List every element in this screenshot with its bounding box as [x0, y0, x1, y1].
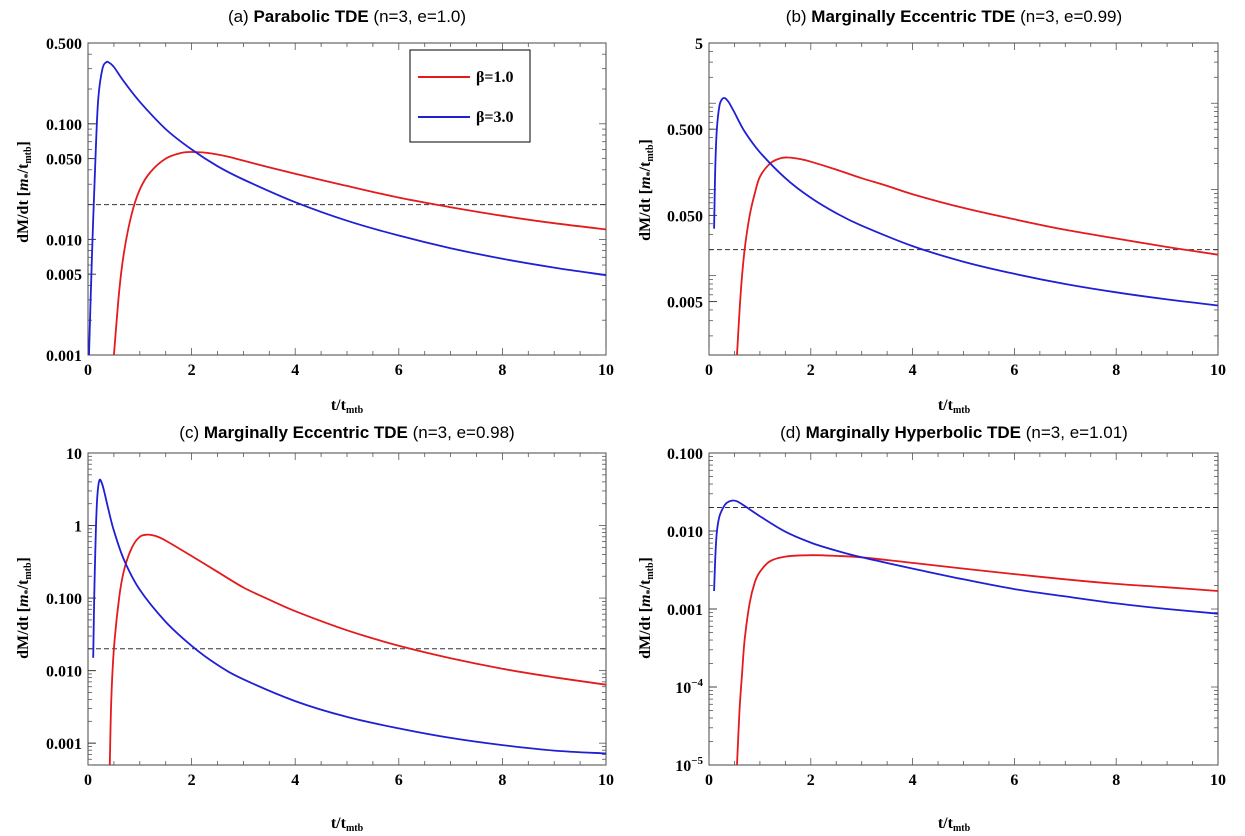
x-tick-label: 2	[807, 772, 815, 789]
legend: β=1.0 β=3.0	[409, 49, 531, 143]
legend-box	[409, 49, 531, 143]
x-tick-label: 10	[1210, 772, 1226, 789]
series-line	[736, 156, 1218, 355]
x-axis-label: t/tmtb	[938, 397, 971, 416]
x-tick-label: 6	[1010, 772, 1018, 789]
panel-a: (a) Parabolic TDE (n=3, e=1.0) 0 2 4 6 8 10 0.…	[15, 7, 614, 416]
x-axis-label: t/tmtb	[331, 397, 364, 416]
y-tick-label: 0.010	[667, 524, 703, 541]
x-tick-label: 4	[909, 362, 917, 379]
y-tick-label: 0.500	[46, 36, 82, 53]
y-tick-label: 0.500	[667, 122, 703, 139]
y-tick-label: 0.100	[46, 117, 82, 134]
plot-axes: 0 2 4 6 8 10 0.001 0.010 0.100 1 10	[46, 446, 614, 789]
y-tick-label: 0.005	[46, 267, 82, 284]
plot-frame	[708, 42, 1219, 356]
y-tick-label: 0.050	[667, 208, 703, 225]
y-tick-label: 10	[66, 446, 82, 463]
y-tick-label: 0.050	[46, 152, 82, 169]
y-tick-label: 0.001	[46, 348, 82, 365]
panel-b: (b) Marginally Eccentric TDE (n=3, e=0.9…	[637, 7, 1226, 416]
plot-axes: 0 2 4 6 8 10 0.001 0.005 0.010 0.050 0.100 0.500	[46, 36, 614, 379]
series-line	[713, 97, 1218, 307]
y-axis-label: dM/dt [m*/tmtb]	[637, 139, 656, 241]
x-tick-label: 4	[909, 772, 917, 789]
x-tick-label: 2	[807, 362, 815, 379]
y-tick-label: 0.010	[46, 664, 82, 681]
x-tick-label: 8	[1112, 362, 1120, 379]
x-tick-label: 4	[291, 772, 299, 789]
x-tick-label: 0	[84, 362, 92, 379]
x-tick-label: 2	[188, 362, 196, 379]
plot-frame	[708, 452, 1219, 766]
y-axis-label: dM/dt [m*/tmtb]	[15, 557, 34, 659]
x-tick-label: 0	[705, 362, 713, 379]
x-tick-label: 8	[1112, 772, 1120, 789]
x-tick-label: 4	[291, 362, 299, 379]
series-line	[736, 554, 1218, 765]
series-line	[108, 533, 606, 765]
series-line	[92, 478, 606, 755]
panel-title: (b) Marginally Eccentric TDE (n=3, e=0.9…	[786, 7, 1122, 26]
x-tick-label: 8	[498, 362, 506, 379]
x-tick-label: 6	[395, 362, 403, 379]
y-tick-label: 5	[695, 36, 703, 53]
x-tick-label: 0	[84, 772, 92, 789]
legend-label: β=1.0	[476, 69, 514, 86]
y-axis-label: dM/dt [m*/tmtb]	[637, 557, 656, 659]
series-line	[713, 499, 1218, 615]
y-tick-label: 0.001	[667, 602, 703, 619]
legend-label: β=3.0	[476, 109, 514, 126]
y-tick-label: 10−5	[675, 755, 703, 775]
x-tick-label: 10	[1210, 362, 1226, 379]
x-tick-label: 6	[1010, 362, 1018, 379]
y-tick-label: 0.100	[46, 591, 82, 608]
x-tick-label: 10	[598, 362, 614, 379]
y-tick-label: 0.100	[667, 446, 703, 463]
x-tick-label: 2	[188, 772, 196, 789]
y-tick-label: 0.010	[46, 232, 82, 249]
plot-axes: 0 2 4 6 8 10 10−5 10−4 0.001 0.010 0.100	[667, 446, 1226, 789]
x-tick-label: 10	[598, 772, 614, 789]
plot-axes: 0 2 4 6 8 10 0.005 0.050 0.500 5	[667, 36, 1226, 379]
x-axis-label: t/tmtb	[938, 815, 971, 834]
panel-title: (d) Marginally Hyperbolic TDE (n=3, e=1.…	[780, 423, 1128, 442]
y-tick-label: 10−4	[675, 677, 703, 697]
panel-d: (d) Marginally Hyperbolic TDE (n=3, e=1.…	[637, 423, 1226, 834]
panel-title: (c) Marginally Eccentric TDE (n=3, e=0.9…	[179, 423, 514, 442]
panel-title: (a) Parabolic TDE (n=3, e=1.0)	[228, 7, 466, 26]
plot-frame	[87, 452, 607, 766]
x-tick-label: 6	[395, 772, 403, 789]
series-line	[88, 60, 606, 355]
series-line	[113, 151, 606, 355]
y-tick-label: 0.001	[46, 736, 82, 753]
x-axis-label: t/tmtb	[331, 815, 364, 834]
panel-c: (c) Marginally Eccentric TDE (n=3, e=0.9…	[15, 423, 614, 834]
y-tick-label: 0.005	[667, 295, 703, 312]
y-axis-label: dM/dt [m*/tmtb]	[15, 141, 34, 243]
x-tick-label: 8	[498, 772, 506, 789]
x-tick-label: 0	[705, 772, 713, 789]
y-tick-label: 1	[74, 519, 82, 536]
